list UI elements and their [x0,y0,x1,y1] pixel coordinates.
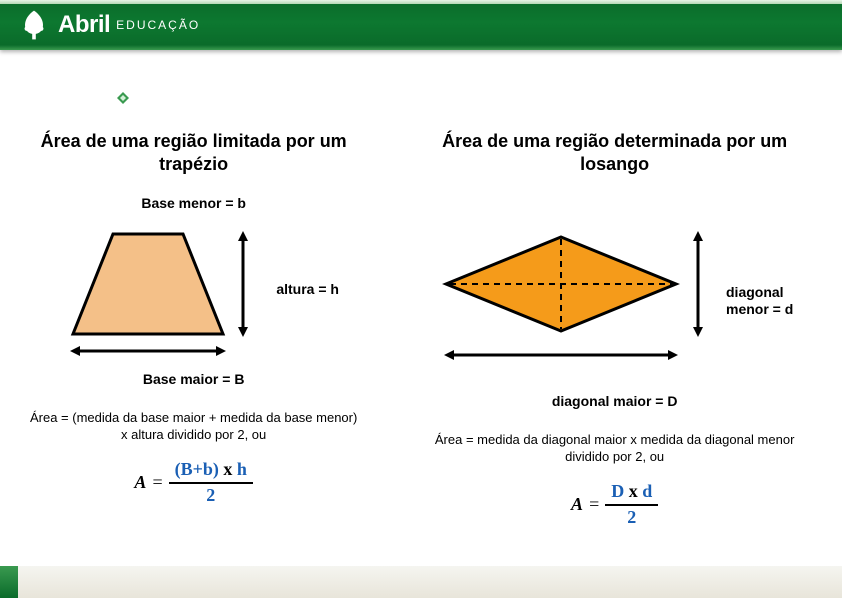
header-accent [0,0,842,4]
rhombus-figure: diagonal menor = d diagonal maior = D [407,195,822,409]
formula-A: A [134,472,146,493]
formula-d: d [642,481,652,501]
rhombus-diag-menor-l1: diagonal [726,284,784,300]
trapezoid-section: Área de uma região limitada por um trapé… [0,130,387,527]
formula-fraction2: D x d 2 [605,482,658,528]
rhombus-formula: A = D x d 2 [571,482,658,528]
rhombus-diag-menor-label: diagonal menor = d [726,284,793,318]
header-bar: Abril EDUCAÇÃO [0,0,842,50]
rhombus-title: Área de uma região determinada por um lo… [407,130,822,177]
formula-D: D [611,481,624,501]
trapezoid-formula: A = (B+b) x h 2 [134,460,252,506]
rhombus-diag-maior-label: diagonal maior = D [552,393,678,409]
trapezoid-altura-label: altura = h [276,281,339,297]
formula-A2: A [571,494,583,515]
bullet-icon [115,90,131,111]
logo-brand-text: Abril [58,11,110,39]
logo-sub-text: EDUCAÇÃO [116,18,200,32]
formula-x2: x [629,481,638,501]
trapezoid-shape [48,219,268,359]
trapezoid-title: Área de uma região limitada por um trapé… [20,130,367,177]
formula-x1: x [223,459,232,479]
footer-bar [0,566,842,598]
rhombus-shape [436,223,716,379]
formula-fraction: (B+b) x h 2 [169,460,253,506]
trapezoid-figure: Base menor = b altura = h Base maior = B [20,195,367,387]
formula-den: 2 [206,484,215,506]
trapezoid-description: Área = (medida da base maior + medida da… [20,409,367,444]
footer-green-accent [0,566,18,598]
formula-h: h [237,459,247,479]
trapezoid-base-maior-label: Base maior = B [143,371,245,387]
logo: Abril EDUCAÇÃO [0,7,200,43]
rhombus-section: Área de uma região determinada por um lo… [387,130,842,527]
rhombus-description: Área = medida da diagonal maior x medida… [407,431,822,466]
content-area: Área de uma região limitada por um trapé… [0,130,842,527]
formula-eq2: = [589,494,599,515]
logo-tree-icon [16,7,52,43]
trapezoid-base-menor-label: Base menor = b [141,195,246,211]
rhombus-diag-menor-l2: menor = d [726,301,793,317]
formula-num-Bb: (B+b) [175,459,219,479]
formula-den2: 2 [627,506,636,528]
formula-eq: = [152,472,162,493]
